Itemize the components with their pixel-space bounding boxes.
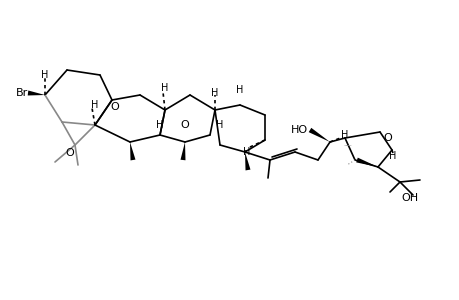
Text: H: H	[161, 83, 168, 93]
Text: O: O	[66, 148, 74, 158]
Polygon shape	[180, 142, 185, 160]
Text: O: O	[110, 102, 119, 112]
Polygon shape	[28, 91, 45, 95]
Polygon shape	[308, 128, 329, 142]
Text: H: H	[341, 130, 348, 140]
Text: H: H	[236, 85, 243, 95]
Text: H: H	[41, 70, 49, 80]
Text: H: H	[211, 88, 218, 98]
Text: HO: HO	[290, 125, 308, 135]
Text: H: H	[388, 151, 396, 161]
Text: H: H	[216, 120, 223, 130]
Text: H: H	[243, 147, 250, 157]
Text: O: O	[180, 120, 189, 130]
Text: Br: Br	[16, 88, 28, 98]
Polygon shape	[355, 158, 377, 167]
Polygon shape	[130, 142, 135, 161]
Text: H: H	[91, 100, 99, 110]
Text: ....: ....	[343, 141, 352, 147]
Text: OH: OH	[401, 193, 418, 203]
Text: O: O	[383, 133, 392, 143]
Polygon shape	[245, 152, 250, 170]
Text: H: H	[156, 120, 163, 130]
